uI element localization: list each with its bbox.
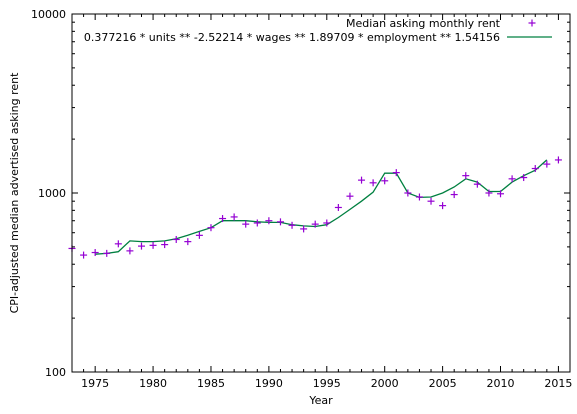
x-tick-label: 1980	[139, 377, 167, 390]
x-tick-label: 2000	[371, 377, 399, 390]
x-tick-label: 2015	[544, 377, 572, 390]
legend-label-rent: Median asking monthly rent	[346, 17, 501, 30]
rent-data-point	[439, 202, 447, 210]
rent-data-point	[508, 175, 516, 183]
rent-data-point	[473, 180, 481, 188]
legend-plus-mark	[528, 19, 536, 27]
rent-data-point	[114, 240, 122, 248]
rent-data-point	[358, 176, 366, 184]
rent-data-point	[253, 219, 261, 227]
rent-data-point	[137, 242, 145, 250]
rent-data-point	[311, 220, 319, 228]
rent-data-point	[195, 231, 203, 239]
x-tick-label: 1985	[197, 377, 225, 390]
rent-data-point	[161, 241, 169, 249]
marks-layer	[68, 156, 562, 259]
rent-data-point	[543, 160, 551, 168]
rent-data-point	[103, 249, 111, 257]
legend: Median asking monthly rent 0.377216 * un…	[84, 17, 552, 44]
rent-data-point	[300, 225, 308, 233]
rent-data-point	[520, 174, 528, 182]
x-tick-label: 1990	[255, 377, 283, 390]
rent-data-point	[276, 218, 284, 226]
rent-data-point	[242, 220, 250, 228]
rent-data-point	[404, 189, 412, 197]
rent-data-point	[149, 241, 157, 249]
rent-data-point	[427, 197, 435, 205]
rent-data-point	[184, 238, 192, 246]
rent-data-point	[126, 247, 134, 255]
rent-data-point	[462, 172, 470, 180]
rent-data-point	[392, 169, 400, 177]
rent-data-point	[80, 251, 88, 259]
rent-data-point	[485, 189, 493, 197]
rent-data-point	[346, 192, 354, 200]
rent-data-point	[323, 219, 331, 227]
rent-data-point	[207, 224, 215, 232]
y-tick-label: 1000	[38, 187, 66, 200]
legend-label-model: 0.377216 * units ** -2.52214 * wages ** …	[84, 31, 500, 44]
x-tick-label: 1995	[313, 377, 341, 390]
rent-data-point	[91, 249, 99, 257]
rent-data-point	[554, 156, 562, 164]
rent-data-point	[531, 165, 539, 173]
x-axis-title: Year	[308, 394, 333, 407]
rent-data-point	[288, 221, 296, 229]
y-axis-title: CPI-adjusted median advertised asking re…	[8, 72, 21, 314]
y-tick-label: 10000	[31, 8, 66, 21]
rent-data-point	[415, 193, 423, 201]
x-tick-label: 2005	[429, 377, 457, 390]
rent-data-point	[172, 235, 180, 243]
x-tick-label: 2010	[487, 377, 515, 390]
rent-data-point	[369, 179, 377, 187]
rent-data-point	[265, 217, 273, 225]
model-line	[95, 159, 548, 255]
rent-data-point	[497, 190, 505, 198]
rent-data-point	[450, 191, 458, 199]
y-tick-label: 100	[45, 366, 66, 379]
rent-data-point	[381, 177, 389, 185]
x-tick-label: 1975	[81, 377, 109, 390]
rent-data-point	[334, 203, 342, 211]
rent-data-point	[230, 213, 238, 221]
legend-marker-plus	[528, 19, 536, 27]
rent-data-point	[219, 215, 227, 223]
ticks-layer: 1975 1980 1985 1990 1995 2000 2005 2010 2015 100 1…	[31, 8, 572, 390]
